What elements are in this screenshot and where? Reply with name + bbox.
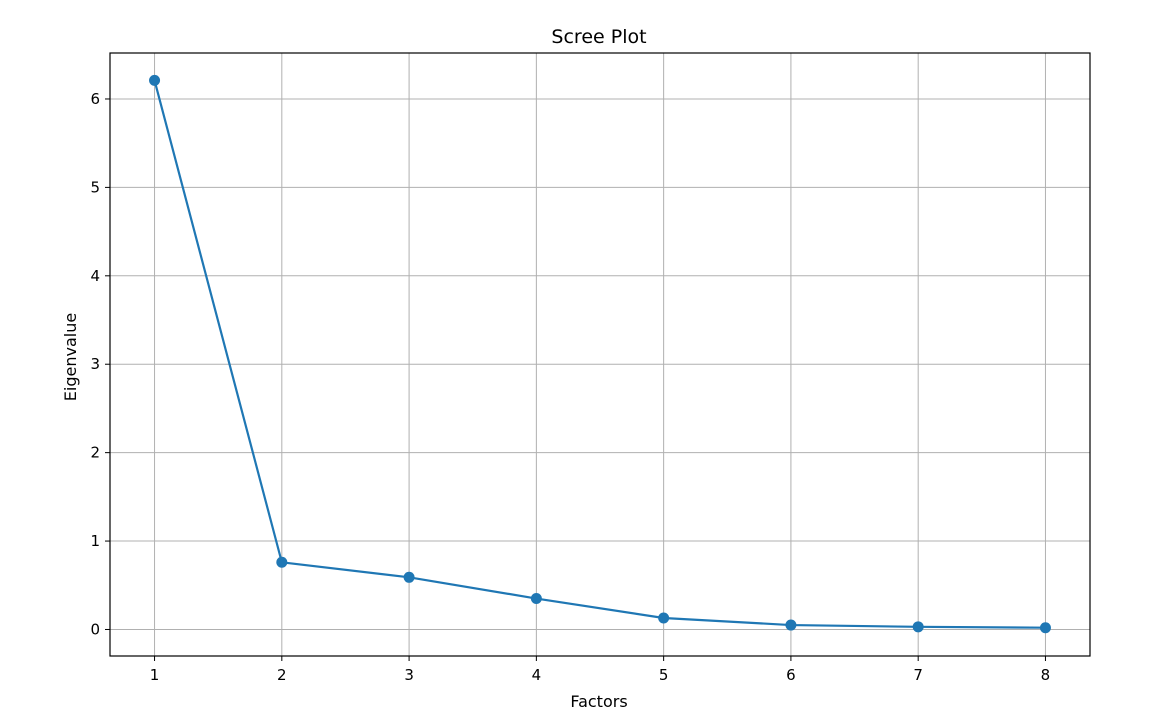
x-tick-label: 6 <box>786 666 796 684</box>
y-tick-label: 3 <box>90 355 100 373</box>
x-tick-label: 1 <box>150 666 160 684</box>
chart-title: Scree Plot <box>551 26 646 48</box>
x-tick-label: 5 <box>659 666 669 684</box>
eigenvalue-point <box>530 593 542 605</box>
eigenvalue-point <box>403 571 415 583</box>
grid-lines <box>110 53 1090 656</box>
x-axis-label: Factors <box>570 692 627 711</box>
y-tick-label: 4 <box>90 267 100 285</box>
data-series <box>149 74 1051 634</box>
y-tick-label: 2 <box>90 444 100 462</box>
y-tick-label: 0 <box>90 620 100 638</box>
x-tick-label: 2 <box>277 666 287 684</box>
plot-frame <box>109 52 1091 657</box>
x-tick-label: 8 <box>1041 666 1051 684</box>
axis-ticks: 1 2 3 4 5 6 7 8 0 1 2 3 4 5 6 <box>90 90 1050 684</box>
y-tick-label: 1 <box>90 532 100 550</box>
y-tick-label: 6 <box>90 90 100 108</box>
eigenvalue-point <box>658 612 670 624</box>
eigenvalue-line <box>153 80 1046 629</box>
eigenvalue-point <box>276 556 288 568</box>
eigenvalue-point <box>1039 622 1051 634</box>
y-tick-label: 5 <box>90 178 100 196</box>
eigenvalue-point <box>149 74 161 86</box>
eigenvalue-point <box>785 619 797 631</box>
x-tick-label: 3 <box>404 666 414 684</box>
x-tick-label: 4 <box>532 666 542 684</box>
y-axis-label: Eigenvalue <box>61 313 80 401</box>
x-tick-label: 7 <box>913 666 923 684</box>
eigenvalue-point <box>912 621 924 633</box>
